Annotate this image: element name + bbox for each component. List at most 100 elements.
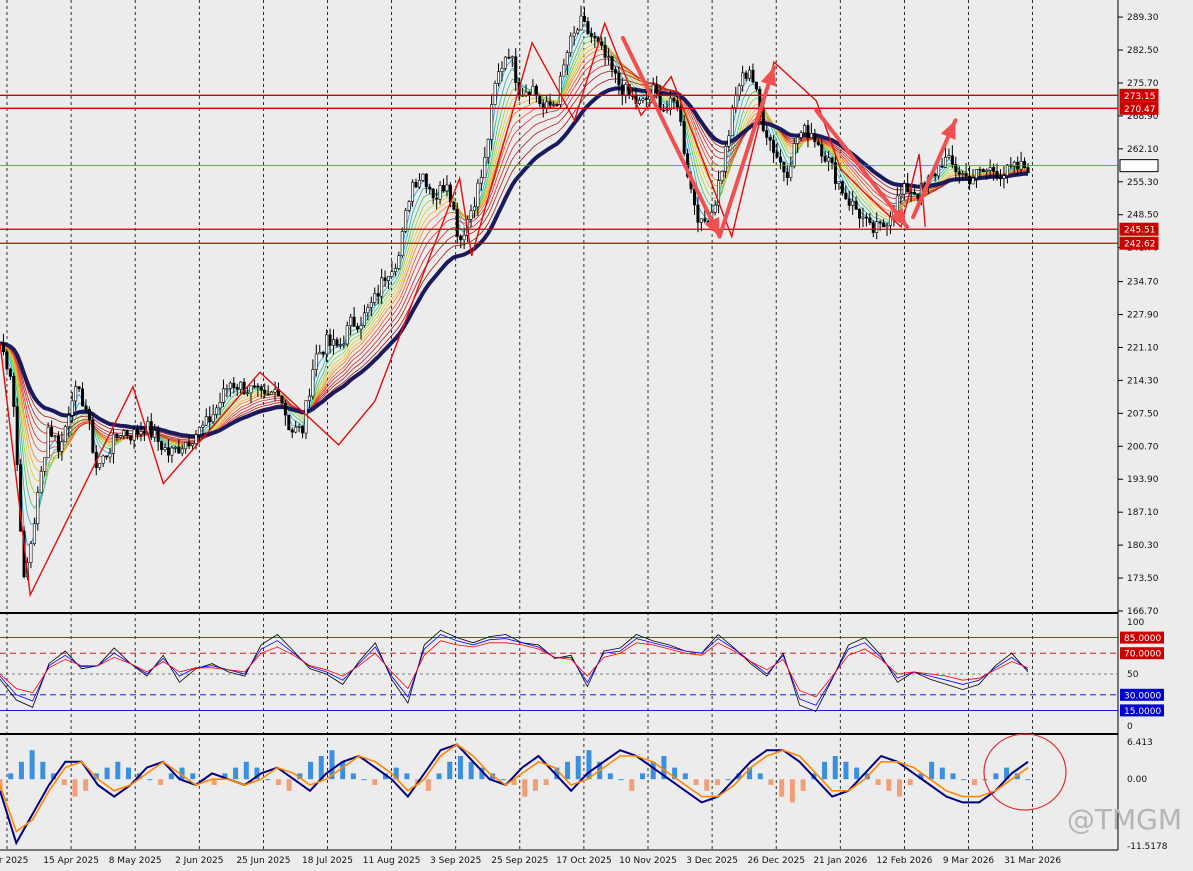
candle-body bbox=[283, 402, 287, 416]
level-label: 245.51 bbox=[1124, 226, 1156, 236]
candle-body bbox=[541, 103, 545, 109]
stochastic-level-label: 70.0000 bbox=[1124, 650, 1161, 660]
candle-body bbox=[885, 225, 889, 228]
candle-body bbox=[703, 218, 707, 222]
candle-body bbox=[12, 376, 16, 407]
horizontal-levels: 273.15 270.47 258.63 245.51 242.62 bbox=[0, 88, 1159, 250]
candle-body bbox=[349, 316, 353, 327]
candle-body bbox=[32, 523, 36, 544]
candle-body bbox=[741, 72, 745, 87]
macd-histogram-bar bbox=[0, 779, 3, 791]
candle-body bbox=[325, 334, 329, 355]
price-label: 200.70 bbox=[1127, 442, 1159, 452]
candle-body bbox=[321, 351, 325, 355]
macd-histogram-bar bbox=[168, 773, 174, 780]
candle-body bbox=[507, 56, 511, 59]
candle-body bbox=[111, 433, 115, 454]
candle-body bbox=[170, 447, 174, 456]
candle-body bbox=[239, 381, 243, 390]
candle-body bbox=[937, 164, 941, 177]
candle-body bbox=[668, 97, 672, 110]
candle-body bbox=[204, 416, 208, 426]
macd-histogram-bar bbox=[147, 779, 153, 781]
macd-histogram-bar bbox=[115, 761, 121, 780]
macd-histogram-bar bbox=[629, 779, 635, 791]
candle-body bbox=[785, 171, 789, 178]
candle-body bbox=[792, 143, 796, 167]
candle-body bbox=[823, 155, 827, 162]
candle-body bbox=[871, 222, 875, 233]
candle-body bbox=[235, 387, 239, 390]
candle-body bbox=[572, 32, 576, 37]
candle-body bbox=[5, 351, 9, 370]
macd-histogram-bar bbox=[565, 761, 571, 780]
candle-body bbox=[149, 421, 153, 438]
time-label: 25 Sep 2025 bbox=[491, 856, 548, 866]
candle-body bbox=[56, 435, 60, 452]
candle-body bbox=[383, 277, 387, 282]
candle-body bbox=[988, 167, 992, 171]
candle-body bbox=[765, 130, 769, 138]
candle-body bbox=[754, 81, 758, 90]
candle-body bbox=[101, 455, 105, 464]
macd-axis-label: 6.413 bbox=[1127, 738, 1153, 748]
macd-histogram-bar bbox=[126, 767, 131, 780]
candle-body bbox=[318, 351, 322, 355]
price-label: 221.10 bbox=[1127, 343, 1159, 353]
candle-body bbox=[617, 72, 621, 86]
macd-histogram-bar bbox=[265, 779, 271, 781]
price-label: 173.50 bbox=[1127, 574, 1159, 584]
time-axis: Mar 2025 15 Apr 2025 8 May 2025 2 Jun 2025 2… bbox=[0, 856, 1061, 866]
candle-body bbox=[954, 164, 958, 173]
time-label: Mar 2025 bbox=[0, 856, 28, 866]
candle-body bbox=[132, 429, 136, 441]
ribbon-line bbox=[0, 49, 1029, 463]
price-label: 262.10 bbox=[1127, 145, 1159, 155]
candle-body bbox=[968, 175, 972, 185]
candle-body bbox=[713, 204, 717, 213]
macd-histogram-bar bbox=[18, 761, 24, 780]
price-label: 207.50 bbox=[1127, 409, 1159, 419]
candle-body bbox=[297, 425, 301, 428]
candle-body bbox=[263, 389, 267, 395]
macd-histogram-bar bbox=[340, 761, 346, 780]
time-label: 31 Mar 2026 bbox=[1004, 856, 1061, 866]
candle-body bbox=[60, 441, 64, 452]
candle-body bbox=[906, 183, 910, 193]
macd-histogram-bar bbox=[372, 779, 378, 785]
candle-body bbox=[589, 33, 593, 37]
candle-body bbox=[998, 177, 1002, 180]
candle-body bbox=[717, 180, 721, 206]
vertical-grid bbox=[6, 0, 1033, 850]
macd-histogram-bar bbox=[479, 767, 485, 780]
ribbon-line bbox=[0, 58, 1029, 444]
candle-body bbox=[610, 56, 614, 70]
candle-body bbox=[985, 169, 989, 172]
candle-body bbox=[957, 171, 961, 175]
candle-body bbox=[1026, 167, 1030, 174]
candle-body bbox=[472, 206, 476, 212]
level-label: 258.63 bbox=[1124, 162, 1156, 172]
ribbon-line bbox=[0, 30, 1029, 525]
stochastic-line bbox=[0, 640, 1029, 698]
candle-body bbox=[974, 169, 978, 179]
macd-histogram-bar bbox=[83, 779, 89, 791]
candle-body bbox=[902, 183, 906, 195]
candle-body bbox=[682, 121, 686, 154]
candle-body bbox=[411, 181, 415, 202]
candle-body bbox=[180, 448, 184, 454]
macd-histogram-bar bbox=[1014, 773, 1020, 780]
candle-body bbox=[844, 192, 848, 200]
candle-body bbox=[1019, 160, 1023, 170]
macd-histogram-bar bbox=[843, 761, 849, 780]
candle-body bbox=[129, 435, 133, 441]
candle-body bbox=[613, 69, 617, 74]
macd-histogram-bar bbox=[939, 767, 945, 780]
macd-histogram-bar bbox=[822, 761, 828, 780]
candle-body bbox=[294, 426, 298, 433]
candle-body bbox=[730, 107, 734, 137]
stochastic-level-box bbox=[1120, 647, 1164, 660]
candle-body bbox=[778, 156, 782, 163]
highlight-circle bbox=[983, 733, 1067, 811]
